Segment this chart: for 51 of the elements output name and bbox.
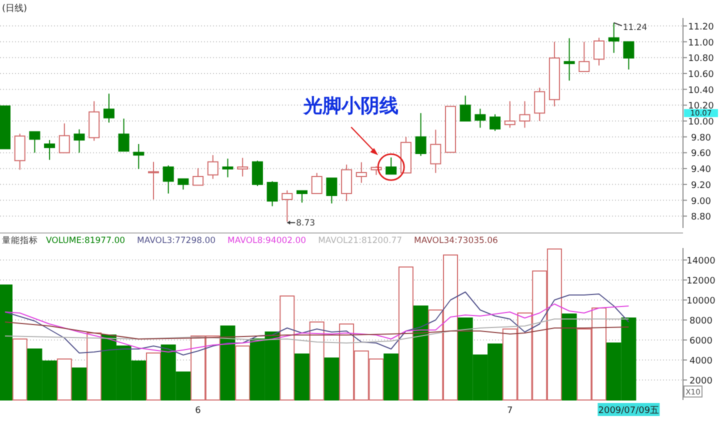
bar: [280, 296, 295, 400]
x-tick-label: 7: [507, 406, 513, 416]
x-tick-label: 2009/07/09五: [598, 406, 660, 416]
bar: [562, 314, 577, 400]
y-tick-label: 9.80: [690, 133, 712, 144]
y-tick-label: 10.00: [688, 118, 714, 128]
bar: [146, 352, 161, 400]
y-tick-label: 8.80: [690, 212, 712, 223]
text: MAVOL34:73035.06: [414, 236, 498, 246]
y-tick-label: 11.20: [688, 22, 714, 32]
chart-title: 量能指标: [2, 235, 38, 246]
annotation: 8.73: [296, 218, 316, 229]
text: VOLUME:81977.00: [46, 236, 126, 246]
y-tick-label: 9.40: [690, 165, 712, 176]
y-tick-label: 12000: [686, 276, 716, 286]
y-tick-label: 10000: [686, 296, 716, 306]
y-tick-label: 11.00: [688, 38, 714, 48]
y-tick-label: 10.40: [688, 86, 714, 96]
y-tick-label: 9.00: [690, 196, 712, 207]
bar: [56, 358, 72, 400]
y-tick-label: 2000: [690, 376, 713, 386]
y-tick-label: 10.80: [688, 54, 714, 64]
bar: [384, 354, 399, 400]
bar: [324, 358, 340, 400]
bar: [294, 354, 310, 400]
text: MAVOL21:81200.77: [318, 236, 402, 246]
y-tick-label: 8000: [690, 316, 713, 326]
line-series: [4, 292, 630, 356]
x-tick-label: 6: [195, 406, 202, 416]
bar: [86, 332, 102, 400]
bar: [413, 306, 428, 400]
y-tick-label: 9.60: [690, 149, 712, 160]
annotation: 11.24: [622, 22, 648, 33]
line-series: [4, 304, 630, 352]
bar: [72, 368, 87, 400]
bar: [398, 266, 414, 400]
annotation: 光脚小阴线: [302, 95, 399, 118]
y-tick-label: 9.20: [690, 180, 712, 191]
text: MAVOL3:77298.00: [137, 236, 216, 246]
y-tick-label: 6000: [690, 336, 713, 346]
bar: [309, 322, 324, 400]
y-tick-label: 10.60: [688, 70, 714, 80]
text: MAVOL8:94002.00: [228, 236, 306, 246]
chart-title: (日线): [2, 3, 28, 14]
y-tick-label: 4000: [690, 356, 713, 366]
bar: [220, 326, 236, 400]
line-series: [4, 318, 630, 344]
y-tick-label: 14000: [686, 256, 716, 266]
bar: [235, 346, 250, 400]
bar: [12, 338, 28, 400]
line-series: [4, 322, 630, 340]
